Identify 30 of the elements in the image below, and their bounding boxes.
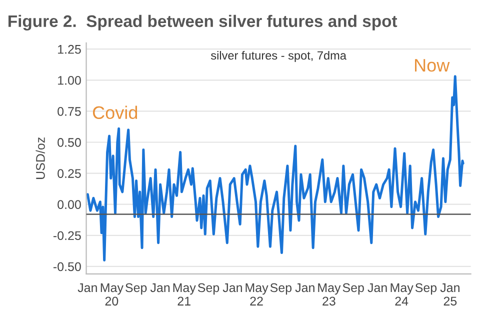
x-tick-label: Sep (270, 283, 292, 295)
x-tick-label: Jan (78, 283, 97, 292)
y-tick-label: 1.25 (58, 44, 81, 54)
chart-title: Figure 2. Spread between silver futures and spot (8, 14, 398, 30)
line-series (86, 75, 464, 262)
y-tick-label: 0.00 (58, 200, 81, 210)
x-tick-label: Sep (126, 283, 147, 295)
x-tick-label: Jan (295, 283, 314, 292)
x-tick-label: Jan (150, 283, 170, 292)
y-tick-label: -0.50 (53, 262, 81, 272)
annotation: Now (415, 59, 450, 72)
x-tick-label: May 20 (100, 283, 124, 306)
x-tick-label: May 21 (173, 283, 196, 306)
y-tick-label: -0.25 (53, 231, 81, 240)
x-tick-label: Sep (415, 283, 437, 295)
y-tick-label: 0.75 (58, 107, 81, 116)
x-tick-label: May 24 (390, 283, 414, 306)
y-axis-title: USD/oz (36, 137, 45, 179)
x-tick-label: May 23 (318, 283, 341, 306)
x-tick-label: Jan 25 (440, 283, 460, 306)
x-tick-label: Sep (198, 283, 220, 295)
y-tick-label: 0.25 (58, 169, 81, 178)
x-tick-label: Sep (342, 283, 364, 295)
x-tick-label: Jan (368, 283, 387, 292)
y-tick-label: 1.00 (58, 76, 81, 85)
x-tick-label: May 22 (246, 283, 268, 306)
y-tick-label: 0.50 (58, 138, 81, 147)
annotation: Covid (92, 106, 138, 120)
x-tick-label: Jan (222, 283, 242, 292)
text: silver futures - spot, 7dma (210, 50, 346, 62)
